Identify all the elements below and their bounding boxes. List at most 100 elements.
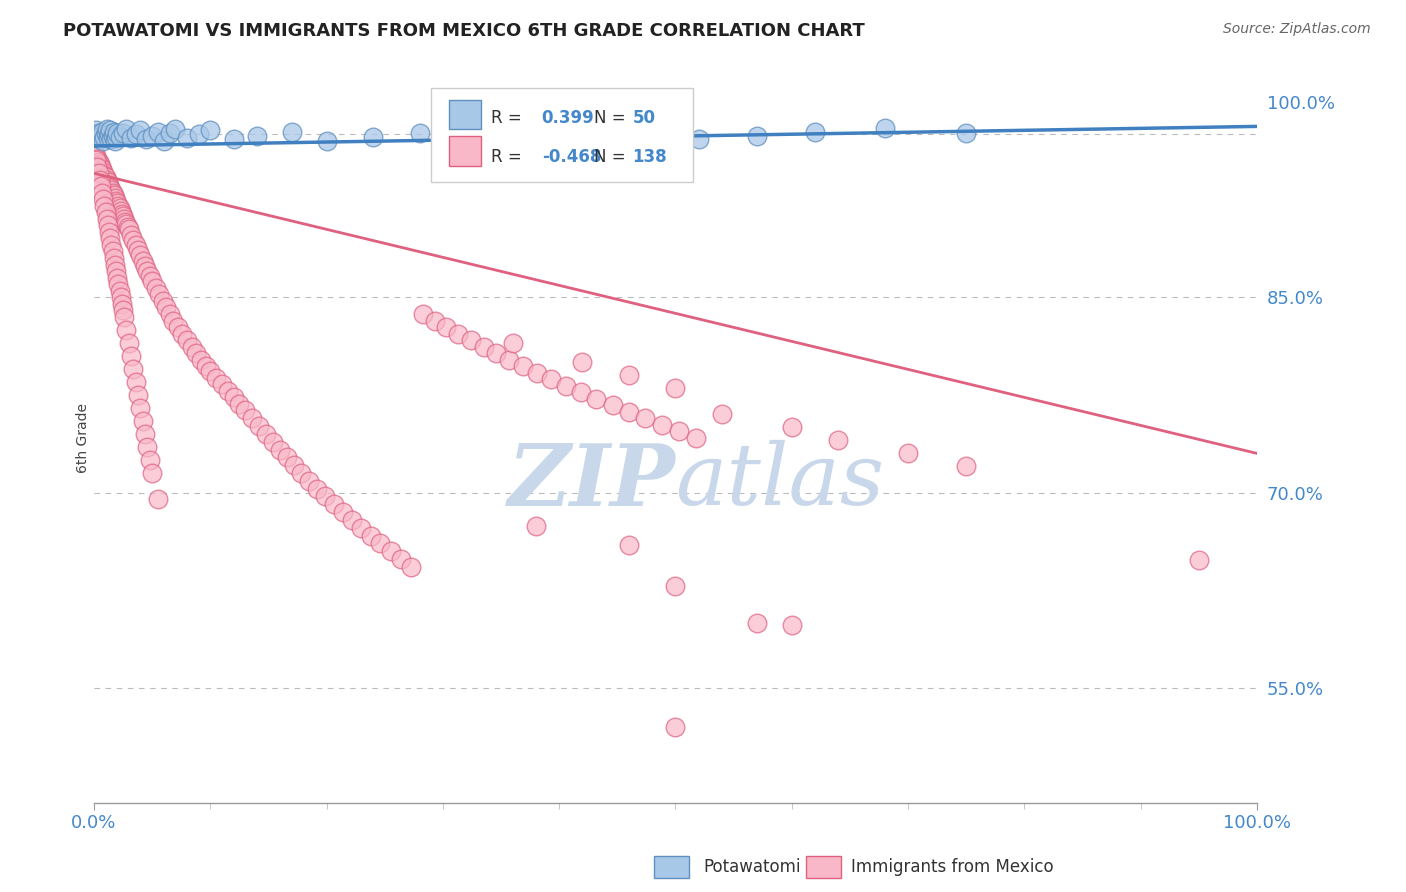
Point: [315, 134, 337, 148]
Point: [108, 129, 131, 144]
Text: atlas: atlas: [675, 441, 884, 523]
Point: [89, 132, 111, 146]
Point: [91, 162, 114, 177]
Point: [139, 269, 162, 284]
Point: [217, 384, 239, 398]
Point: [526, 366, 548, 380]
Point: [122, 233, 145, 247]
Point: [96, 122, 118, 136]
Text: R =: R =: [491, 148, 527, 166]
Point: [101, 186, 124, 200]
Point: [176, 333, 198, 347]
Point: [105, 270, 128, 285]
Point: [190, 352, 212, 367]
Point: [368, 536, 391, 550]
Point: [283, 458, 305, 472]
Point: [125, 238, 148, 252]
Point: [136, 264, 159, 278]
Point: [745, 128, 768, 143]
Point: [205, 371, 228, 385]
Point: [233, 403, 256, 417]
Point: [651, 417, 673, 432]
Point: [141, 466, 163, 480]
Point: [89, 173, 111, 187]
FancyBboxPatch shape: [449, 100, 481, 129]
Point: [134, 426, 156, 441]
Point: [107, 277, 129, 291]
Point: [307, 482, 329, 496]
Point: [110, 290, 132, 304]
Point: [105, 194, 128, 208]
Point: [298, 474, 321, 488]
Point: [98, 123, 121, 137]
Point: [873, 120, 896, 135]
Point: [93, 168, 115, 182]
Point: [86, 131, 108, 145]
Point: [90, 128, 112, 143]
Point: [447, 326, 470, 341]
Point: [955, 126, 977, 140]
Point: [350, 521, 373, 535]
Point: [314, 490, 336, 504]
Point: [84, 149, 107, 163]
Point: [555, 378, 578, 392]
Point: [361, 129, 384, 144]
Point: [97, 219, 120, 233]
Point: [166, 320, 188, 334]
Point: [571, 355, 593, 369]
Point: [105, 129, 128, 144]
Point: [246, 128, 269, 143]
Point: [141, 128, 163, 143]
Point: [186, 346, 208, 360]
Point: [668, 424, 690, 438]
Point: [91, 192, 114, 206]
Point: [132, 414, 155, 428]
Point: [187, 127, 209, 141]
Text: ZIP: ZIP: [508, 440, 675, 524]
Point: [827, 434, 849, 448]
Point: [269, 442, 291, 457]
Point: [117, 219, 139, 234]
Point: [108, 202, 131, 216]
Point: [90, 179, 112, 194]
Point: [617, 405, 640, 419]
Point: [84, 123, 107, 137]
Point: [91, 125, 114, 139]
Point: [485, 346, 508, 360]
Point: [159, 307, 181, 321]
Point: [585, 392, 607, 406]
Point: [94, 126, 117, 140]
Point: [502, 335, 524, 350]
Point: [93, 129, 115, 144]
Point: [332, 505, 354, 519]
Point: [955, 459, 977, 474]
Point: [472, 340, 495, 354]
Point: [222, 391, 245, 405]
Point: [145, 281, 167, 295]
Point: [103, 125, 125, 139]
Point: [84, 146, 107, 161]
Point: [211, 377, 233, 392]
Point: [630, 123, 652, 137]
Point: [155, 301, 177, 315]
Point: [118, 222, 141, 236]
Point: [86, 160, 108, 174]
Point: [100, 183, 122, 197]
Point: [162, 313, 184, 327]
Point: [688, 132, 710, 146]
Point: [176, 131, 198, 145]
Point: [664, 381, 686, 395]
Point: [135, 132, 157, 146]
Point: [159, 126, 181, 140]
Point: [136, 440, 159, 454]
Point: [98, 178, 121, 192]
Point: [108, 284, 131, 298]
Point: [111, 207, 134, 221]
Point: [111, 126, 134, 140]
Point: [634, 411, 657, 425]
Point: [111, 209, 134, 223]
Point: [115, 217, 138, 231]
Text: -0.468: -0.468: [541, 148, 602, 166]
Point: [98, 225, 121, 239]
Point: [94, 170, 117, 185]
